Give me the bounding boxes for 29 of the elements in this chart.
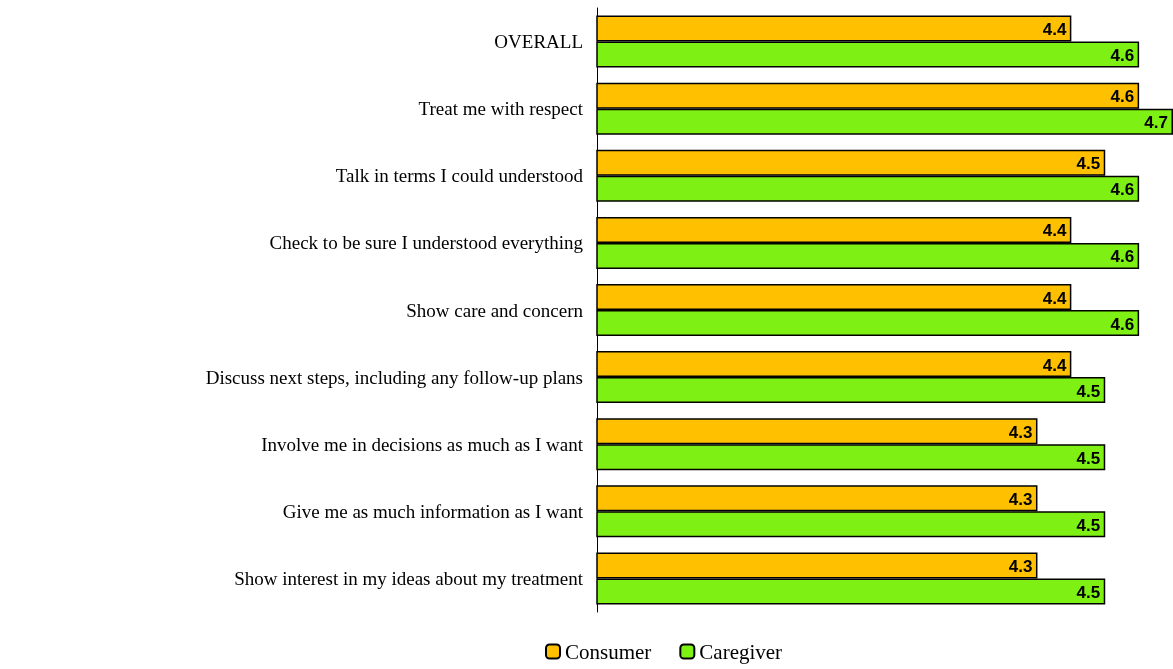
y-tick-label: Check to be sure I understood everything bbox=[269, 232, 584, 254]
data-label: 4.4 bbox=[1042, 355, 1067, 375]
y-tick-label: Talk in terms I could understood bbox=[335, 165, 584, 187]
data-label: 4.5 bbox=[1076, 582, 1101, 602]
y-tick-label: Discuss next steps, including any follow-up plans bbox=[205, 366, 583, 388]
y-tick-label: Treat me with respect bbox=[418, 98, 584, 120]
y-tick-label: Show care and concern bbox=[406, 299, 584, 321]
data-label: 4.5 bbox=[1076, 515, 1101, 535]
y-tick-label: Show interest in my ideas about my treatment bbox=[234, 567, 584, 589]
data-label: 4.4 bbox=[1042, 20, 1067, 40]
data-label: 4.4 bbox=[1042, 221, 1067, 241]
data-label: 4.3 bbox=[1008, 556, 1033, 576]
data-label: 4.7 bbox=[1144, 113, 1168, 133]
data-label: 4.5 bbox=[1076, 154, 1101, 174]
data-label: 4.6 bbox=[1110, 46, 1135, 66]
data-label: 4.3 bbox=[1008, 422, 1033, 442]
data-label: 4.6 bbox=[1110, 314, 1135, 334]
data-label: 4.5 bbox=[1076, 448, 1101, 468]
y-tick-label: Involve me in decisions as much as I want bbox=[261, 433, 584, 455]
legend-label: Caregiver bbox=[699, 639, 783, 664]
data-label: 4.5 bbox=[1076, 381, 1101, 401]
data-label: 4.6 bbox=[1110, 180, 1135, 200]
data-label: 4.6 bbox=[1110, 247, 1135, 267]
y-tick-label: Give me as much information as I want bbox=[282, 500, 584, 522]
data-label: 4.3 bbox=[1008, 489, 1033, 509]
data-label: 4.4 bbox=[1042, 288, 1067, 308]
data-label: 4.6 bbox=[1110, 87, 1135, 107]
y-tick-label: OVERALL bbox=[494, 31, 583, 53]
legend-label: Consumer bbox=[565, 639, 652, 664]
